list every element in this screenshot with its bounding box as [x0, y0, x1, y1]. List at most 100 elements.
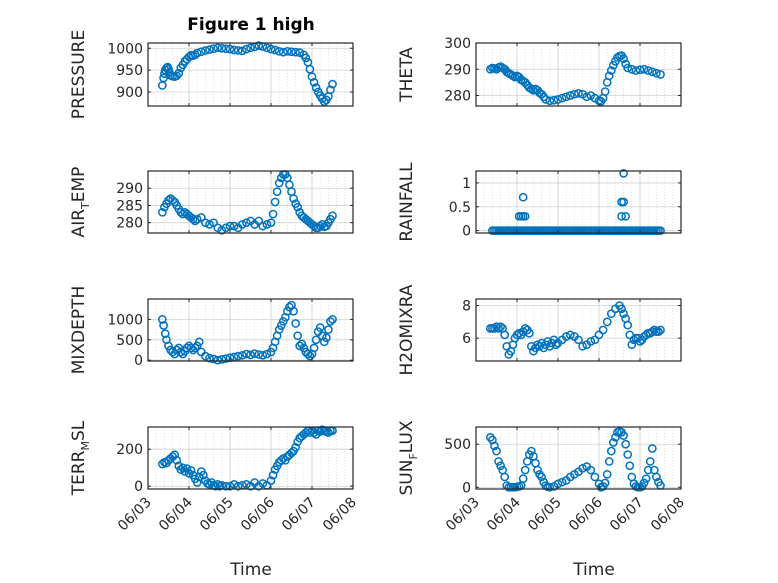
data-point: [309, 343, 319, 353]
data-point: [209, 354, 218, 364]
y-tick-label: 200: [116, 442, 143, 458]
data-point: [647, 327, 657, 336]
data-point: [654, 327, 663, 336]
data-point: [170, 450, 179, 460]
data-point: [254, 41, 264, 50]
data-point: [324, 325, 333, 334]
plot-area: [476, 427, 681, 489]
data-point: [602, 470, 612, 479]
data-point: [168, 195, 177, 205]
data-point: [225, 221, 235, 231]
y-tick-label: 280: [116, 216, 143, 232]
data-point: [274, 325, 284, 334]
data-point: [520, 211, 530, 221]
data-point: [246, 350, 255, 360]
data-point: [527, 446, 536, 456]
y-tick-label: 500: [444, 437, 471, 453]
data-point: [309, 78, 319, 87]
data-point: [623, 450, 633, 459]
data-point: [176, 347, 186, 357]
figure-title: Figure 1 high: [187, 15, 315, 35]
data-point: [229, 45, 239, 55]
data-point: [492, 446, 501, 456]
data-point: [643, 465, 653, 475]
data-point: [602, 317, 612, 327]
data-point: [635, 65, 645, 75]
y-tick-label: 280: [444, 89, 471, 105]
data-point: [621, 439, 631, 449]
data-point: [186, 466, 196, 475]
data-point: [328, 79, 337, 89]
data-point: [213, 355, 223, 365]
data-point: [276, 455, 286, 465]
data-point: [199, 470, 208, 480]
data-point: [242, 349, 251, 359]
data-point: [246, 43, 255, 53]
y-tick-label: 950: [116, 63, 143, 79]
data-point: [295, 341, 305, 351]
y-axis-label: THETA: [397, 47, 417, 103]
y-tick-label: 900: [116, 85, 143, 101]
data-point: [201, 218, 210, 228]
y-tick-label: 0: [462, 224, 471, 240]
axes-box: [147, 426, 354, 490]
data-point: [533, 465, 542, 475]
data-point: [520, 465, 530, 475]
data-point: [192, 48, 202, 58]
data-point: [319, 337, 329, 347]
data-point: [305, 351, 315, 361]
data-point: [176, 465, 186, 474]
data-point: [233, 481, 243, 491]
data-point: [217, 43, 227, 53]
data-point: [262, 220, 272, 229]
data-point: [274, 178, 284, 188]
data-point: [311, 83, 321, 92]
axes-box: [475, 170, 682, 234]
data-point: [172, 455, 182, 465]
y-tick-label: 285: [116, 198, 143, 214]
data-point: [278, 47, 288, 57]
axes-box: [475, 426, 682, 490]
x-tick-label: 06/07: [607, 495, 647, 535]
data-point: [242, 480, 251, 489]
data-point: [625, 461, 635, 471]
data-point: [291, 443, 300, 452]
y-tick-label: 500: [116, 333, 143, 349]
data-point: [494, 324, 503, 333]
data-point: [268, 209, 278, 219]
data-point: [600, 478, 610, 488]
y-tick-label: 290: [116, 181, 143, 197]
data-point: [291, 319, 300, 328]
y-tick-label: 300: [444, 36, 471, 52]
data-point: [639, 64, 649, 74]
subplot-2: 280 290 300 THETA: [397, 36, 682, 107]
data-point: [619, 169, 628, 178]
data-point: [293, 202, 302, 212]
data-point: [326, 317, 335, 326]
x-axis-label-left: Time: [229, 560, 272, 580]
data-point: [574, 335, 583, 345]
data-point: [647, 444, 657, 453]
subplot-8: 0 500 06/03 06/04 06/05 06/06 06/07 06/08 SUNFLU…: [397, 420, 688, 534]
data-point: [283, 306, 292, 316]
data-point: [233, 351, 243, 361]
data-point: [221, 481, 231, 491]
x-axis-label-right: Time: [572, 560, 615, 580]
data-point: [631, 66, 641, 75]
data-point: [561, 92, 571, 102]
axes-box: [147, 170, 354, 234]
subplot-6: 6 8 H2OMIXRA: [397, 284, 682, 376]
x-tick-label: 06/04: [156, 494, 196, 534]
data-point: [229, 221, 239, 231]
data-point: [500, 330, 510, 340]
data-point: [315, 427, 325, 436]
x-tick-label: 06/04: [484, 494, 524, 534]
axes-box: [475, 298, 682, 362]
data-point: [242, 44, 251, 54]
data-point: [514, 328, 524, 338]
data-point: [266, 218, 276, 228]
data-point: [656, 226, 665, 235]
data-point: [494, 457, 503, 466]
data-point: [582, 92, 592, 102]
data-point: [609, 438, 618, 447]
